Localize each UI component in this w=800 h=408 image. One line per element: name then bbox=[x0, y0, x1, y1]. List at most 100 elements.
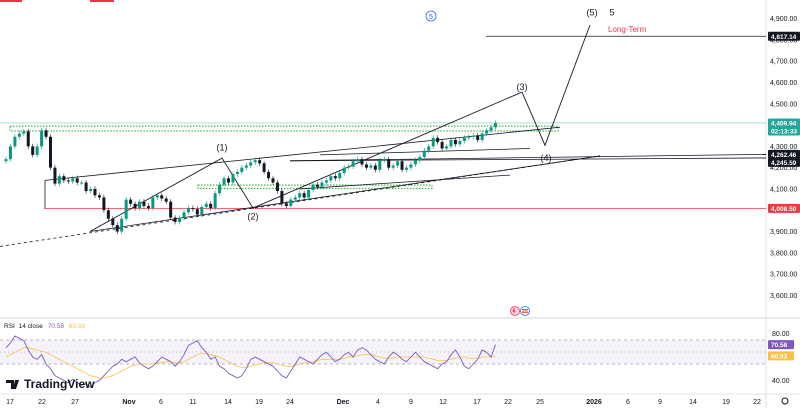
elliott-wave-path[interactable] bbox=[89, 24, 591, 232]
candle-body bbox=[436, 137, 440, 143]
candle-body bbox=[262, 163, 266, 172]
wave-label: (4) bbox=[541, 153, 552, 163]
candle bbox=[218, 182, 222, 196]
candle-body bbox=[17, 133, 21, 137]
candle-body bbox=[182, 212, 186, 218]
candle bbox=[485, 127, 489, 137]
candle bbox=[138, 199, 141, 211]
candle bbox=[378, 157, 382, 173]
candle-body bbox=[342, 167, 346, 173]
tradingview-logo[interactable]: TradingView bbox=[6, 377, 95, 391]
settings-gear-icon[interactable] bbox=[781, 397, 789, 405]
candle bbox=[289, 197, 293, 209]
candle bbox=[182, 209, 186, 221]
candle bbox=[235, 169, 239, 177]
candle bbox=[17, 131, 21, 140]
candle bbox=[302, 190, 306, 200]
price-axis-tick: 4,500.00 bbox=[770, 101, 797, 108]
drawings-layer bbox=[0, 24, 767, 247]
price-tag-bg bbox=[768, 118, 800, 128]
time-axis[interactable]: 17 22 27 Nov 6 11 14 19 24 Dec 4 9 12 17 22 25 2026 6 9 14 1… bbox=[6, 399, 761, 406]
long-term-dashed-trendline[interactable] bbox=[0, 155, 601, 247]
candle bbox=[476, 133, 480, 143]
candle-body bbox=[191, 208, 195, 210]
candle-body bbox=[391, 165, 395, 168]
candle-body bbox=[204, 203, 208, 208]
candle-body bbox=[413, 160, 417, 165]
candle bbox=[275, 179, 279, 194]
candle bbox=[213, 190, 217, 211]
rsi-tag-text: 60.93 bbox=[771, 353, 788, 360]
resistance-zone[interactable] bbox=[9, 125, 559, 132]
candle-body bbox=[485, 130, 489, 134]
candle bbox=[240, 165, 244, 175]
rsi-tag-bg bbox=[768, 340, 794, 350]
candle bbox=[480, 131, 484, 143]
candle-body bbox=[231, 174, 235, 183]
candle bbox=[151, 194, 155, 211]
candle bbox=[284, 201, 288, 209]
candle bbox=[120, 216, 124, 235]
long-term-annotation[interactable]: Long-Term bbox=[608, 25, 647, 34]
wave-circle-5-icon[interactable] bbox=[425, 10, 437, 22]
candle bbox=[329, 173, 333, 183]
candle bbox=[382, 156, 386, 163]
candle bbox=[89, 186, 93, 194]
candle-body bbox=[133, 203, 137, 209]
support-zone[interactable] bbox=[197, 184, 433, 190]
price-axis-tick: 3,900.00 bbox=[770, 229, 797, 236]
time-axis-tick: 27 bbox=[71, 399, 79, 406]
candle bbox=[347, 164, 351, 171]
candle-body bbox=[160, 195, 164, 199]
candle-body bbox=[222, 178, 226, 185]
price-axis-tick: 4,600.00 bbox=[770, 80, 797, 87]
price-tag-bg bbox=[768, 203, 800, 213]
candle bbox=[22, 128, 26, 137]
rsi-title[interactable]: RSI 14 close 70.58 60.93 bbox=[4, 323, 85, 330]
candle bbox=[142, 199, 146, 209]
candle bbox=[80, 179, 84, 186]
candle-body bbox=[356, 159, 360, 162]
candle-body bbox=[364, 164, 368, 168]
candle-body bbox=[66, 180, 70, 182]
time-axis-tick: 24 bbox=[286, 399, 294, 406]
candle-body bbox=[146, 205, 150, 209]
price-tag: 4,817.14 bbox=[768, 31, 800, 41]
price-tag-bg bbox=[768, 31, 800, 41]
candle-body bbox=[471, 135, 475, 137]
candle-body bbox=[53, 167, 57, 184]
candle-body bbox=[458, 141, 462, 145]
candle bbox=[222, 175, 226, 188]
candle-body bbox=[124, 199, 128, 219]
candle bbox=[267, 169, 271, 181]
candle-body bbox=[93, 188, 97, 196]
candle-body bbox=[13, 136, 17, 147]
candle-body bbox=[302, 193, 306, 198]
candle bbox=[124, 197, 128, 222]
candle-body bbox=[387, 159, 391, 168]
price-tag-bg bbox=[768, 149, 800, 159]
rsi-sma-line bbox=[5, 347, 496, 379]
top-center-marker bbox=[90, 0, 114, 2]
candle bbox=[8, 143, 12, 162]
candle-body bbox=[476, 135, 480, 140]
candle-body bbox=[333, 176, 337, 179]
candle bbox=[155, 192, 159, 200]
wave-circle-5-label: 5 bbox=[429, 14, 433, 21]
wave4-trend-b[interactable] bbox=[299, 174, 511, 190]
candle bbox=[209, 201, 213, 211]
time-axis-tick: 11 bbox=[189, 399, 196, 406]
candle bbox=[115, 222, 119, 235]
level-4262-line[interactable] bbox=[289, 153, 767, 162]
candle bbox=[360, 156, 364, 168]
candle-body bbox=[311, 184, 315, 190]
candle-body bbox=[462, 137, 466, 142]
candle-body bbox=[106, 210, 110, 219]
replay-icon[interactable] bbox=[510, 306, 530, 316]
candle-body bbox=[22, 131, 26, 134]
level-4245-line[interactable] bbox=[289, 157, 767, 162]
rsi-lines-layer bbox=[5, 335, 496, 388]
price-tag-text: 02:13:33 bbox=[771, 128, 797, 135]
